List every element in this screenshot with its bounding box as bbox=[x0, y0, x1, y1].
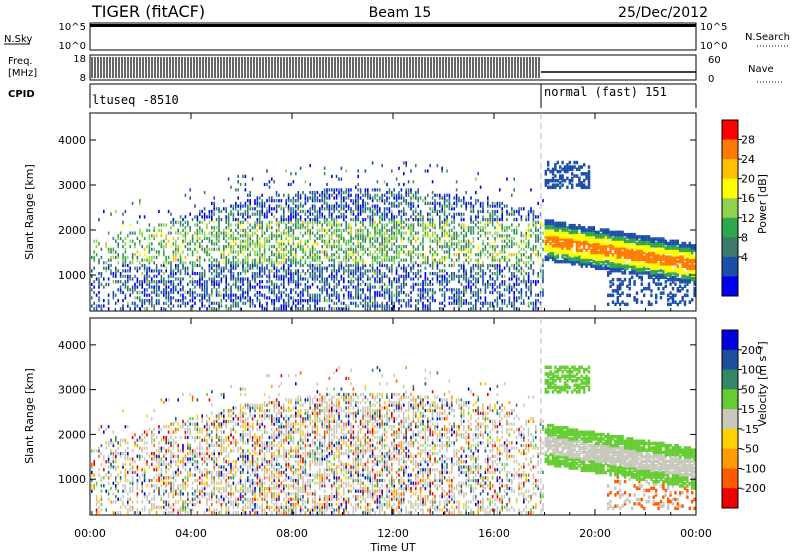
time-axis-label: Time UT bbox=[369, 541, 415, 554]
y-tick-label: 4000 bbox=[58, 134, 86, 147]
freq-trace bbox=[91, 57, 540, 78]
colorbar-swatch bbox=[722, 198, 738, 219]
power-colorbar: 28 24 20 16 12 8 4 bbox=[721, 119, 755, 297]
x-tick-label: 00:00 bbox=[74, 527, 106, 540]
freq-tick-bottom: 8 bbox=[80, 73, 86, 84]
colorbar-tick-label: 200 bbox=[741, 344, 762, 357]
nsearch-tick-bottom: 10^0 bbox=[700, 41, 727, 52]
nsky-label: N.Sky bbox=[4, 34, 32, 45]
colorbar-tick-label: -50 bbox=[741, 443, 759, 456]
y-tick-label: 3000 bbox=[58, 384, 86, 397]
beam-title: Beam 15 bbox=[369, 5, 432, 21]
station-title: TIGER (fitACF) bbox=[91, 2, 205, 21]
date-title: 25/Dec/2012 bbox=[618, 5, 708, 21]
x-tick-label: 12:00 bbox=[377, 527, 409, 540]
y-tick-label: 2000 bbox=[58, 428, 86, 441]
y-tick-label: 1000 bbox=[58, 473, 86, 486]
nsky-tick-bottom: 10^0 bbox=[59, 41, 86, 52]
colorbar-swatch bbox=[722, 369, 738, 390]
velocity-ylabel: Slant Range [km] bbox=[23, 368, 36, 464]
nsearch-tick-top: 10^5 bbox=[700, 22, 727, 33]
nsky-strip: N.Sky 10^5 10^0 10^5 10^0 N.Search bbox=[4, 22, 790, 52]
y-tick-label: 1000 bbox=[58, 269, 86, 282]
cpid-segment-1: ltuseq -8510 bbox=[92, 93, 179, 107]
power-y-axis: 1000 2000 3000 4000 bbox=[58, 134, 696, 282]
colorbar-tick-label: -100 bbox=[741, 462, 766, 475]
x-tick-label: 20:00 bbox=[579, 527, 611, 540]
colorbar-tick-label: 8 bbox=[741, 231, 748, 244]
colorbar-swatch bbox=[722, 468, 738, 489]
power-heatmap-cells bbox=[91, 160, 696, 311]
freq-label: Freq. bbox=[8, 56, 33, 67]
colorbar-swatch bbox=[722, 159, 738, 180]
colorbar-tick-label: 20 bbox=[741, 173, 755, 186]
colorbar-swatch bbox=[722, 237, 738, 258]
nsky-tick-top: 10^5 bbox=[59, 22, 86, 33]
nsearch-label: N.Search bbox=[745, 32, 790, 43]
velocity-colorbar: 200 100 50 15 -15 -50 -100 -200 bbox=[721, 329, 766, 509]
power-panel: 1000 2000 3000 4000 Slant Range [km] 28 24 20… bbox=[23, 112, 769, 312]
freq-tick-top: 18 bbox=[73, 54, 86, 65]
cpid-strip: CPID ltuseq -8510 normal (fast) 151 bbox=[8, 83, 697, 108]
x-tick-label: 04:00 bbox=[175, 527, 207, 540]
y-tick-label: 4000 bbox=[58, 339, 86, 352]
colorbar-tick-label: -200 bbox=[741, 482, 766, 495]
x-tick-label: 08:00 bbox=[276, 527, 308, 540]
y-tick-label: 2000 bbox=[58, 224, 86, 237]
colorbar-tick-label: 28 bbox=[741, 134, 755, 147]
colorbar-tick-label: 50 bbox=[741, 383, 755, 396]
colorbar-swatch bbox=[722, 256, 738, 277]
colorbar-swatch bbox=[722, 276, 738, 297]
colorbar-tick-label: -15 bbox=[741, 423, 759, 436]
velocity-colorbar-label: Velocity [m s⁻¹] bbox=[756, 341, 769, 426]
colorbar-swatch bbox=[722, 389, 738, 410]
velocity-panel: 1000 2000 3000 4000 Slant Range [km] 200 100… bbox=[23, 317, 769, 516]
freq-unit: [MHz] bbox=[8, 68, 37, 79]
colorbar-tick-label: 4 bbox=[741, 251, 748, 264]
velocity-heatmap-cells bbox=[91, 365, 696, 515]
colorbar-swatch bbox=[722, 139, 738, 160]
colorbar-swatch bbox=[722, 330, 738, 351]
x-tick-label: 00:00 bbox=[680, 527, 712, 540]
nave-tick-top: 60 bbox=[708, 55, 721, 66]
time-axis: 00:00 04:00 08:00 12:00 16:00 20:00 00:00 bbox=[74, 113, 712, 540]
cpid-label: CPID bbox=[8, 89, 35, 100]
colorbar-tick-label: 16 bbox=[741, 192, 755, 205]
colorbar-swatch bbox=[722, 120, 738, 141]
colorbar-swatch bbox=[722, 488, 738, 509]
colorbar-tick-label: 24 bbox=[741, 153, 755, 166]
cpid-segment-2: normal (fast) 151 bbox=[544, 85, 667, 99]
colorbar-swatch bbox=[722, 349, 738, 371]
colorbar-tick-label: 12 bbox=[741, 212, 755, 225]
nave-tick-bottom: 0 bbox=[708, 74, 714, 85]
colorbar-swatch bbox=[722, 217, 738, 238]
colorbar-swatch bbox=[722, 428, 738, 450]
colorbar-tick-label: 15 bbox=[741, 403, 755, 416]
velocity-y-axis: 1000 2000 3000 4000 bbox=[58, 339, 696, 486]
y-tick-label: 3000 bbox=[58, 179, 86, 192]
x-tick-label: 16:00 bbox=[478, 527, 510, 540]
colorbar-swatch bbox=[722, 448, 738, 469]
power-colorbar-label: Power [dB] bbox=[756, 174, 769, 234]
colorbar-swatch bbox=[722, 409, 738, 430]
colorbar-swatch bbox=[722, 178, 738, 199]
colorbar-tick-label: 100 bbox=[741, 364, 762, 377]
freq-strip: Freq. [MHz] 18 8 60 0 Nave bbox=[8, 54, 782, 85]
nave-label: Nave bbox=[748, 64, 774, 75]
power-ylabel: Slant Range [km] bbox=[23, 164, 36, 260]
